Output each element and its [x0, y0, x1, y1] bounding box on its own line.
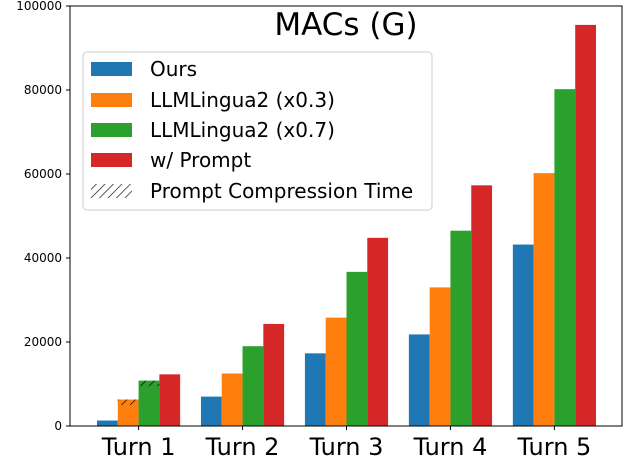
bar-llmlingua2-x0-3-turn-2 — [221, 373, 243, 426]
bars-group — [97, 24, 596, 427]
bar-ours-turn-1 — [97, 420, 118, 426]
bar-llmlingua2-x0-7-turn-2 — [242, 346, 264, 426]
x-tick-label-turn-2: Turn 2 — [205, 433, 280, 461]
bar-ours-turn-5 — [512, 244, 534, 426]
bar-llmlingua2-x0-3-turn-5 — [533, 173, 555, 426]
legend-label-ours: Ours — [150, 57, 197, 81]
legend-label-llmlingua2-x03: LLMLingua2 (x0.3) — [150, 88, 335, 112]
y-axis-ticks: 0 20000 40000 60000 80000 100000 — [16, 0, 70, 433]
bar-w-prompt-turn-4 — [471, 185, 493, 426]
y-tick-label: 80000 — [24, 83, 62, 97]
chart-title: MACs (G) — [274, 7, 417, 43]
bar-llmlingua2-x0-7-turn-5 — [554, 89, 576, 426]
y-tick-label: 40000 — [24, 251, 62, 265]
y-tick-label: 60000 — [24, 167, 62, 181]
bar-ours-turn-2 — [200, 396, 222, 426]
bar-w-prompt-turn-5 — [575, 24, 596, 427]
bar-llmlingua2-x0-7-turn-4 — [450, 230, 472, 426]
legend-swatch-llmlingua2-x07 — [91, 123, 132, 137]
bar-w-prompt-turn-3 — [367, 237, 389, 426]
bar-w-prompt-turn-2 — [263, 323, 285, 426]
legend-label-w-prompt: w/ Prompt — [150, 148, 251, 172]
x-axis-ticks: Turn 1 Turn 2 Turn 3 Turn 4 Turn 5 — [101, 426, 592, 461]
x-tick-label-turn-5: Turn 5 — [517, 433, 592, 461]
legend-swatch-w-prompt — [91, 153, 132, 167]
plot-frame — [69, 5, 623, 427]
bar-ours-turn-4 — [408, 334, 430, 426]
bar-llmlingua2-x0-3-turn-3 — [325, 317, 347, 426]
x-tick-label-turn-4: Turn 4 — [413, 433, 488, 461]
legend-swatch-compression-time — [91, 184, 132, 198]
legend-label-compression-time: Prompt Compression Time — [150, 179, 413, 203]
bar-w-prompt-turn-1 — [159, 374, 181, 426]
legend-swatch-ours — [91, 62, 132, 76]
bar-ours-turn-3 — [304, 353, 326, 426]
compression-hatch-llmlingua2-x0-7-turn-1 — [138, 380, 160, 387]
y-tick-label: 100000 — [16, 0, 62, 13]
x-tick-label-turn-3: Turn 3 — [309, 433, 384, 461]
bar-llmlingua2-x0-7-turn-1 — [138, 380, 160, 426]
y-tick-label: 20000 — [24, 335, 62, 349]
compression-hatch-llmlingua2-x0-3-turn-1 — [117, 399, 139, 405]
legend-label-llmlingua2-x07: LLMLingua2 (x0.7) — [150, 118, 335, 142]
legend-swatch-llmlingua2-x03 — [91, 93, 132, 107]
bar-llmlingua2-x0-3-turn-1 — [117, 399, 139, 426]
legend-box — [82, 51, 433, 211]
y-tick-label: 0 — [54, 419, 62, 433]
x-tick-label-turn-1: Turn 1 — [101, 433, 176, 461]
compression-time-group — [117, 380, 160, 405]
legend: Ours LLMLingua2 (x0.3) LLMLingua2 (x0.7)… — [82, 51, 433, 211]
bar-llmlingua2-x0-3-turn-4 — [429, 287, 451, 426]
bar-llmlingua2-x0-7-turn-3 — [346, 271, 368, 426]
